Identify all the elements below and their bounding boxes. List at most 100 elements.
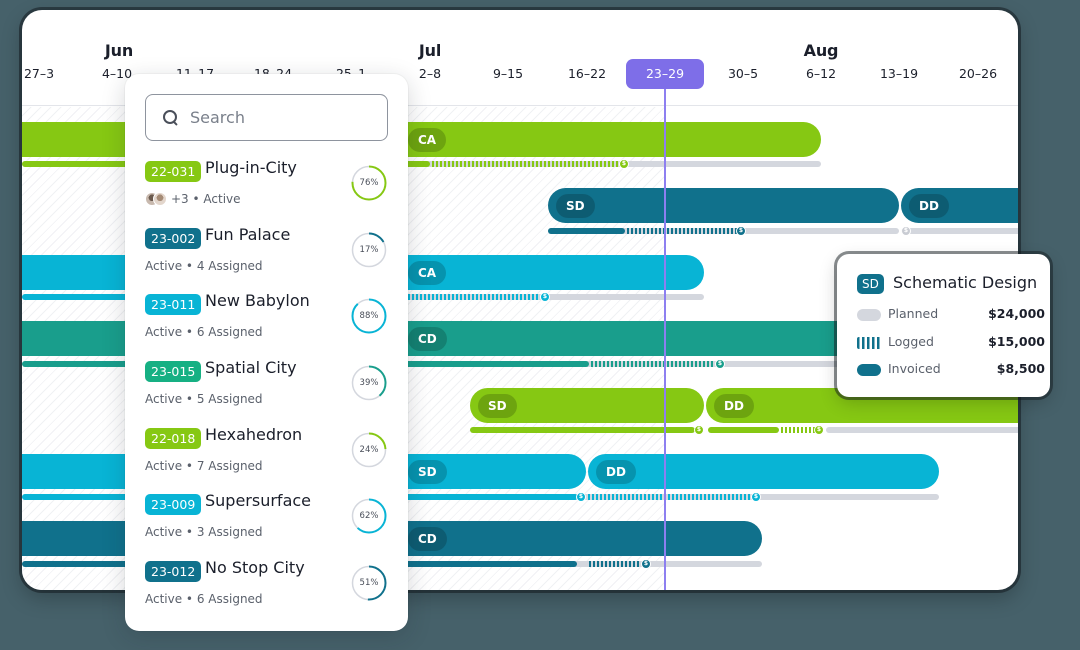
project-code-badge: 22-031: [145, 161, 202, 182]
month-label-jun: Jun: [104, 41, 134, 60]
week-column[interactable]: 9–15: [492, 66, 524, 81]
invoice-marker-icon[interactable]: $: [576, 492, 586, 502]
progress-ring: 88%: [351, 298, 387, 334]
project-status: Active • 6 Assigned: [145, 325, 263, 339]
week-column[interactable]: 20–26: [958, 66, 998, 81]
logged-segment: [589, 561, 641, 567]
logged-segment: [627, 228, 737, 234]
project-meta: Active • 6 Assigned: [145, 592, 263, 606]
timeline-header: Jun Jul Aug 27–3 4–10 11–17 18–24 25–1 2…: [22, 10, 1018, 106]
phase-bar-sd[interactable]: SD: [470, 388, 704, 423]
project-list-item[interactable]: 23-015 Spatial City Active • 5 Assigned …: [145, 358, 390, 421]
budget-track: $: [901, 226, 1018, 236]
logged-segment: [781, 427, 815, 433]
phase-chip: DD: [909, 193, 949, 218]
progress-ring: 24%: [351, 432, 387, 468]
invoiced-segment: [470, 427, 695, 433]
legend-value: $8,500: [996, 361, 1045, 376]
progress-percent: 88%: [359, 311, 379, 321]
project-status: Active • 3 Assigned: [145, 525, 263, 539]
legend-row-planned: Planned $24,000: [857, 306, 1045, 324]
project-list-item[interactable]: 23-011 New Babylon Active • 6 Assigned 8…: [145, 291, 390, 354]
phase-bar-dd[interactable]: DD: [588, 454, 939, 489]
progress-ring: 39%: [351, 365, 387, 401]
project-name: Hexahedron: [205, 425, 303, 444]
logged-segment: [588, 494, 751, 500]
project-code-badge: 23-002: [145, 228, 202, 249]
budget-track: $: [548, 226, 899, 236]
project-list-item[interactable]: 23-009 Supersurface Active • 3 Assigned …: [145, 491, 390, 554]
budget-track: $ $: [470, 425, 1018, 435]
project-list-item[interactable]: 22-018 Hexahedron Active • 7 Assigned 24…: [145, 425, 390, 488]
search-icon: [162, 109, 180, 127]
legend-value: $24,000: [988, 306, 1045, 321]
project-list-item[interactable]: 23-012 No Stop City Active • 6 Assigned …: [145, 558, 390, 621]
invoice-marker-icon[interactable]: $: [736, 226, 746, 236]
current-week-badge[interactable]: 23–29: [626, 59, 704, 89]
invoice-marker-icon[interactable]: $: [715, 359, 725, 369]
project-name: New Babylon: [205, 291, 310, 310]
invoiced-swatch-icon: [857, 364, 881, 376]
project-status: Active • 4 Assigned: [145, 259, 263, 273]
progress-percent: 39%: [359, 378, 379, 388]
week-column[interactable]: 6–12: [805, 66, 837, 81]
project-meta: Active • 5 Assigned: [145, 392, 263, 406]
project-meta: Active • 7 Assigned: [145, 459, 263, 473]
invoice-marker-icon[interactable]: $: [641, 559, 651, 569]
progress-ring: 76%: [351, 165, 387, 201]
project-status: Active • 6 Assigned: [145, 592, 263, 606]
week-column[interactable]: 27–3: [23, 66, 55, 81]
project-meta: Active • 3 Assigned: [145, 525, 263, 539]
invoice-marker-icon[interactable]: $: [901, 226, 911, 236]
project-name: Plug-in-City: [205, 158, 297, 177]
week-column[interactable]: 16–22: [567, 66, 607, 81]
phase-budget-tooltip: SD Schematic Design Planned $24,000 Logg…: [837, 254, 1050, 397]
phase-bar-sd[interactable]: SD: [548, 188, 899, 223]
phase-chip: SD: [408, 459, 447, 484]
planned-segment: [826, 427, 1018, 433]
invoice-marker-icon[interactable]: $: [619, 159, 629, 169]
project-list-item[interactable]: 23-002 Fun Palace Active • 4 Assigned 17…: [145, 225, 390, 288]
logged-segment: [408, 294, 540, 300]
invoice-marker-icon[interactable]: $: [694, 425, 704, 435]
project-meta: Active • 6 Assigned: [145, 325, 263, 339]
progress-ring: 62%: [351, 498, 387, 534]
invoiced-segment: [708, 427, 779, 433]
week-column[interactable]: 2–8: [418, 66, 442, 81]
phase-code-badge: SD: [857, 274, 884, 294]
project-meta: Active • 4 Assigned: [145, 259, 263, 273]
invoice-marker-icon[interactable]: $: [751, 492, 761, 502]
planned-swatch-icon: [857, 309, 881, 321]
today-marker-line: [664, 89, 666, 590]
phase-chip: CD: [408, 326, 447, 351]
week-column[interactable]: 30–5: [727, 66, 759, 81]
avatar: [153, 192, 167, 206]
project-code-badge: 23-015: [145, 361, 202, 382]
week-column[interactable]: 4–10: [101, 66, 133, 81]
legend-row-invoiced: Invoiced $8,500: [857, 361, 1045, 379]
project-list-item[interactable]: 22-031 Plug-in-City +3 • Active 76%: [145, 158, 390, 221]
legend-label: Planned: [888, 306, 939, 321]
logged-swatch-icon: [857, 337, 881, 349]
invoice-marker-icon[interactable]: $: [814, 425, 824, 435]
legend-row-logged: Logged $15,000: [857, 334, 1045, 352]
phase-bar-dd[interactable]: DD: [901, 188, 1018, 223]
project-name: No Stop City: [205, 558, 305, 577]
legend-value: $15,000: [988, 334, 1045, 349]
project-code-badge: 23-011: [145, 294, 202, 315]
project-status: +3 • Active: [171, 192, 241, 206]
progress-percent: 62%: [359, 511, 379, 521]
project-code-badge: 23-009: [145, 494, 202, 515]
invoice-marker-icon[interactable]: $: [540, 292, 550, 302]
project-status: Active • 7 Assigned: [145, 459, 263, 473]
phase-chip: SD: [478, 393, 517, 418]
legend-label: Invoiced: [888, 361, 941, 376]
project-code-badge: 23-012: [145, 561, 202, 582]
search-input[interactable]: [190, 108, 370, 127]
logged-segment: [432, 161, 620, 167]
project-status: Active • 5 Assigned: [145, 392, 263, 406]
project-code-badge: 22-018: [145, 428, 202, 449]
week-column[interactable]: 13–19: [879, 66, 919, 81]
project-list-panel: 22-031 Plug-in-City +3 • Active 76% 23-0…: [125, 74, 408, 631]
search-field[interactable]: [145, 94, 388, 141]
